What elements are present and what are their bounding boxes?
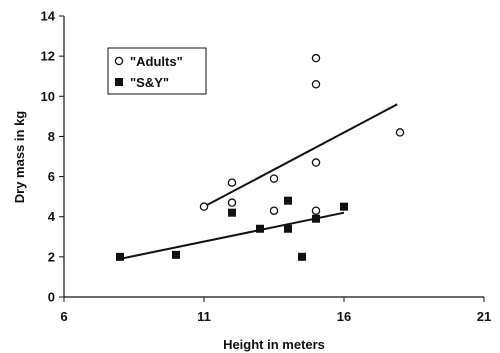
data-point-adults [311,53,321,63]
y-tick-label: 2 [48,249,55,264]
data-point-adults [199,202,209,211]
data-point-adults [227,178,237,187]
data-point-adults [227,198,237,207]
data-point-sy [312,214,320,223]
data-point-sy [298,252,306,261]
legend-label-sy: "S&Y" [130,75,169,90]
y-axis-ticks: 0 2 4 6 8 10 12 14 [41,9,64,305]
y-tick-label: 8 [48,129,55,144]
data-point-sy [284,224,292,233]
legend: "Adults" "S&Y" [107,47,207,95]
legend-marker-adults [114,56,124,66]
legend-label-adults: "Adults" [130,54,183,69]
legend-box [107,47,207,95]
trendline-sy [119,211,345,260]
x-tick-label: 6 [60,309,67,324]
x-tick-label: 16 [337,309,351,324]
data-point-sy [284,196,292,205]
data-point-sy [228,208,236,217]
data-points [116,53,405,261]
y-axis-title: Dry mass in kg [12,111,27,204]
x-tick-label: 21 [477,309,491,324]
data-point-adults [311,158,321,167]
y-tick-label: 6 [48,169,55,184]
data-point-adults [395,128,405,137]
data-point-adults [269,206,279,215]
data-point-adults [311,79,321,89]
y-tick-label: 4 [48,209,56,224]
x-axis-ticks: 6 11 16 21 [60,297,491,324]
data-point-sy [172,250,180,259]
data-point-adults [311,206,321,215]
data-point-sy [340,202,348,211]
y-tick-label: 10 [41,89,55,104]
data-point-sy [116,252,124,261]
x-tick-label: 11 [197,309,211,324]
legend-marker-sy [115,78,123,86]
plot-area [63,16,484,298]
x-axis-title: Height in meters [223,337,325,352]
data-point-sy [256,224,264,233]
trendlines [119,103,398,260]
y-tick-label: 0 [48,290,55,305]
data-point-adults [269,174,279,183]
y-tick-label: 14 [41,9,56,24]
y-tick-label: 12 [41,49,55,64]
trendline-adults [203,103,398,208]
